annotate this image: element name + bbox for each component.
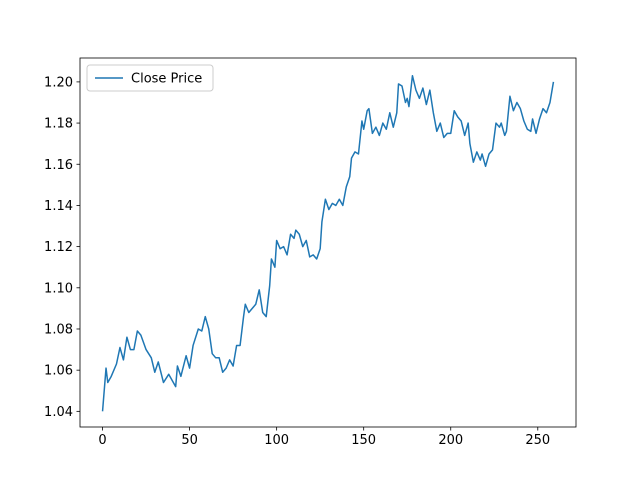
x-tick-label: 50	[181, 433, 198, 448]
x-tick-label: 0	[98, 433, 106, 448]
plot-frame	[79, 57, 577, 428]
x-tick-label: 150	[351, 433, 376, 448]
legend-box	[86, 64, 214, 92]
x-tick-label: 250	[525, 433, 550, 448]
data-line	[101, 74, 555, 412]
x-tick-label: 200	[438, 433, 463, 448]
y-tick-label: 1.20	[44, 75, 73, 90]
y-tick-label: 1.12	[44, 240, 73, 255]
y-tick-label: 1.16	[44, 158, 73, 173]
legend-label: Close Price	[131, 72, 202, 87]
y-tick-label: 1.08	[44, 322, 73, 337]
y-tick-label: 1.04	[44, 405, 73, 420]
y-tick-label: 1.10	[44, 281, 73, 296]
y-tick-label: 1.14	[44, 199, 73, 214]
x-tick-label: 100	[264, 433, 289, 448]
y-tick-label: 1.06	[44, 364, 73, 379]
y-tick-label: 1.18	[44, 117, 73, 132]
